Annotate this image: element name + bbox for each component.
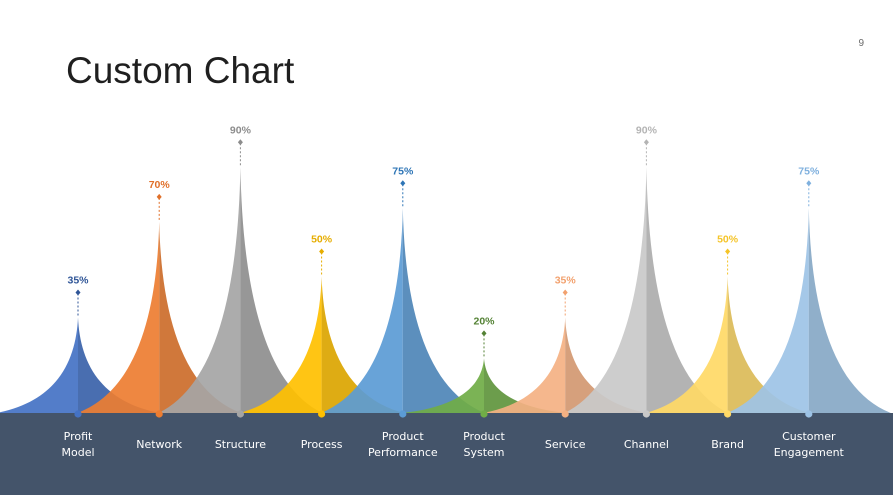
leader-diamond-9: [806, 180, 812, 187]
peak-left-4: [320, 208, 403, 413]
peak-left-6: [483, 317, 566, 413]
base-dot-7: [642, 410, 651, 418]
base-dot-3: [318, 410, 326, 418]
peak-left-1: [77, 221, 160, 413]
peaks-group: [0, 167, 891, 413]
category-label-7: Channel: [624, 438, 669, 451]
peak-left-8: [645, 276, 728, 413]
base-dot-2: [236, 410, 244, 418]
value-label-3: 50%: [311, 234, 333, 246]
leader-diamond-2: [237, 139, 243, 146]
category-label-5: Product System: [463, 430, 505, 459]
category-label-9: Customer Engagement: [774, 430, 845, 459]
leader-diamond-6: [562, 289, 568, 296]
leader-diamond-0: [75, 289, 81, 296]
category-label-1: Network: [136, 438, 183, 451]
peak-right-9: [808, 208, 891, 413]
peak-right-2: [240, 167, 323, 413]
base-dot-5: [480, 410, 488, 418]
base-dot-8: [724, 410, 732, 418]
peak-right-7: [646, 167, 729, 413]
page-number: 9: [858, 38, 864, 49]
category-label-2: Structure: [215, 438, 266, 451]
category-band: [0, 413, 893, 495]
peak-right-4: [402, 208, 485, 413]
peak-right-6: [565, 317, 648, 413]
peak-right-5: [484, 358, 566, 413]
category-label-3: Process: [301, 438, 343, 451]
value-label-5: 20%: [473, 315, 495, 327]
value-label-0: 35%: [67, 274, 89, 286]
peak-left-2: [158, 167, 241, 413]
category-label-0: Profit Model: [61, 430, 94, 459]
peak-left-5: [402, 358, 484, 413]
peak-right-8: [727, 276, 810, 413]
peak-right-3: [321, 276, 404, 413]
value-label-6: 35%: [555, 274, 577, 286]
leader-diamond-8: [725, 248, 731, 255]
leader-diamond-3: [319, 248, 325, 255]
category-label-4: Product Performance: [368, 430, 438, 459]
labels-group: 35% Profit Model 70% Network 90% Structure 50% P…: [61, 124, 844, 459]
value-label-9: 75%: [798, 165, 820, 177]
peak-left-7: [564, 167, 647, 413]
category-label-6: Service: [545, 438, 586, 451]
leader-diamond-7: [643, 139, 649, 146]
leader-diamond-1: [156, 193, 162, 200]
value-label-8: 50%: [717, 234, 739, 246]
peak-right-1: [159, 221, 242, 413]
peak-left-3: [239, 276, 322, 413]
base-dot-6: [561, 410, 569, 418]
base-dot-1: [155, 410, 163, 418]
value-label-2: 90%: [230, 124, 252, 136]
value-label-1: 70%: [149, 179, 171, 191]
peak-left-9: [726, 208, 809, 413]
value-label-4: 75%: [392, 165, 414, 177]
slide-title: Custom Chart: [66, 50, 295, 91]
value-label-7: 90%: [636, 124, 658, 136]
category-label-8: Brand: [711, 438, 744, 451]
markers-group: [74, 139, 813, 418]
base-dot-0: [74, 410, 82, 418]
base-dot-9: [805, 410, 813, 418]
leader-diamond-5: [481, 330, 487, 337]
base-dot-4: [399, 410, 407, 418]
peak-right-0: [78, 317, 160, 413]
leader-diamond-4: [400, 180, 406, 187]
peak-left-0: [0, 317, 78, 413]
